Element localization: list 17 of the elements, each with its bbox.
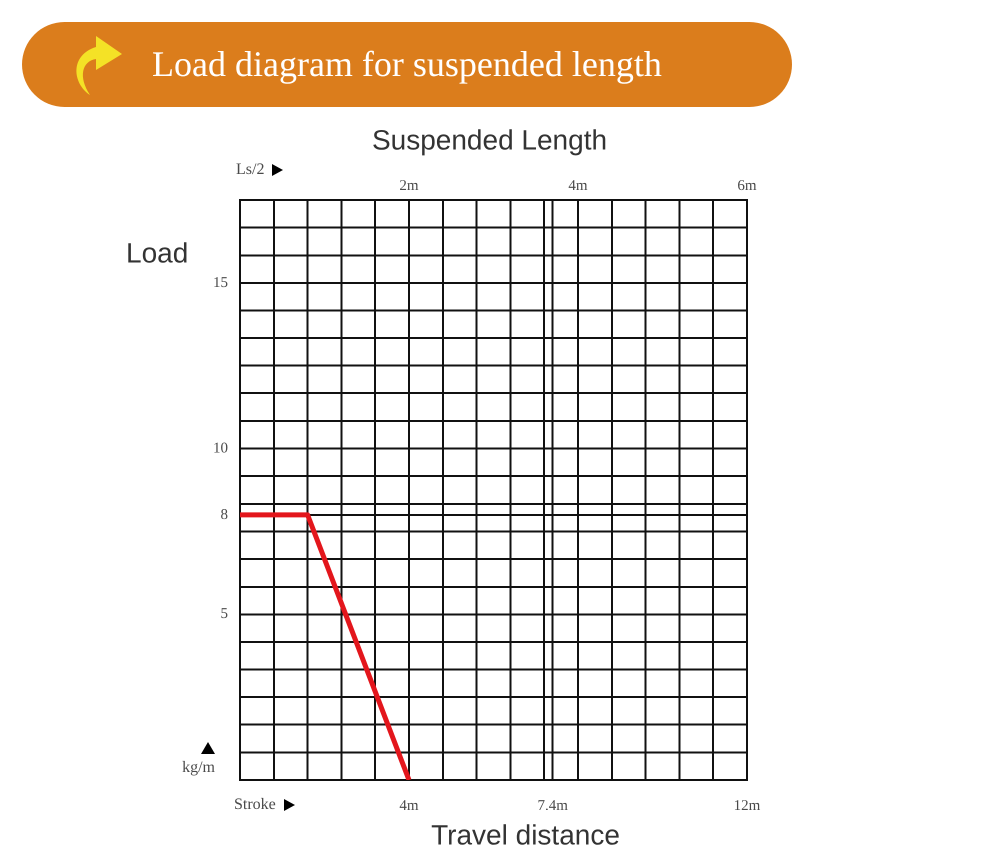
text: kg/m [182,759,216,776]
x2-tick-label: 6m [737,178,757,194]
y-tick-label: 10 [213,440,228,457]
x2-tick-label: 2m [399,178,419,194]
x-tick-label: 12m [734,798,761,814]
x2-tick-label: 4m [568,178,588,194]
x-tick-label: 4m [399,798,419,814]
y-tick-label: 15 [213,274,228,291]
x-axis-title: Travel distance [431,820,620,851]
y-axis-title: Load [126,238,188,269]
chart-title: Load diagram for suspended length [152,43,662,86]
text: Ls/2 [236,161,264,178]
y-tick-label: 5 [220,606,228,622]
text: Stroke [234,796,276,814]
x2-axis-title: Suspended Length [372,124,608,156]
y-tick-label: 8 [220,506,228,523]
x-tick-label: 7.4m [537,798,568,814]
